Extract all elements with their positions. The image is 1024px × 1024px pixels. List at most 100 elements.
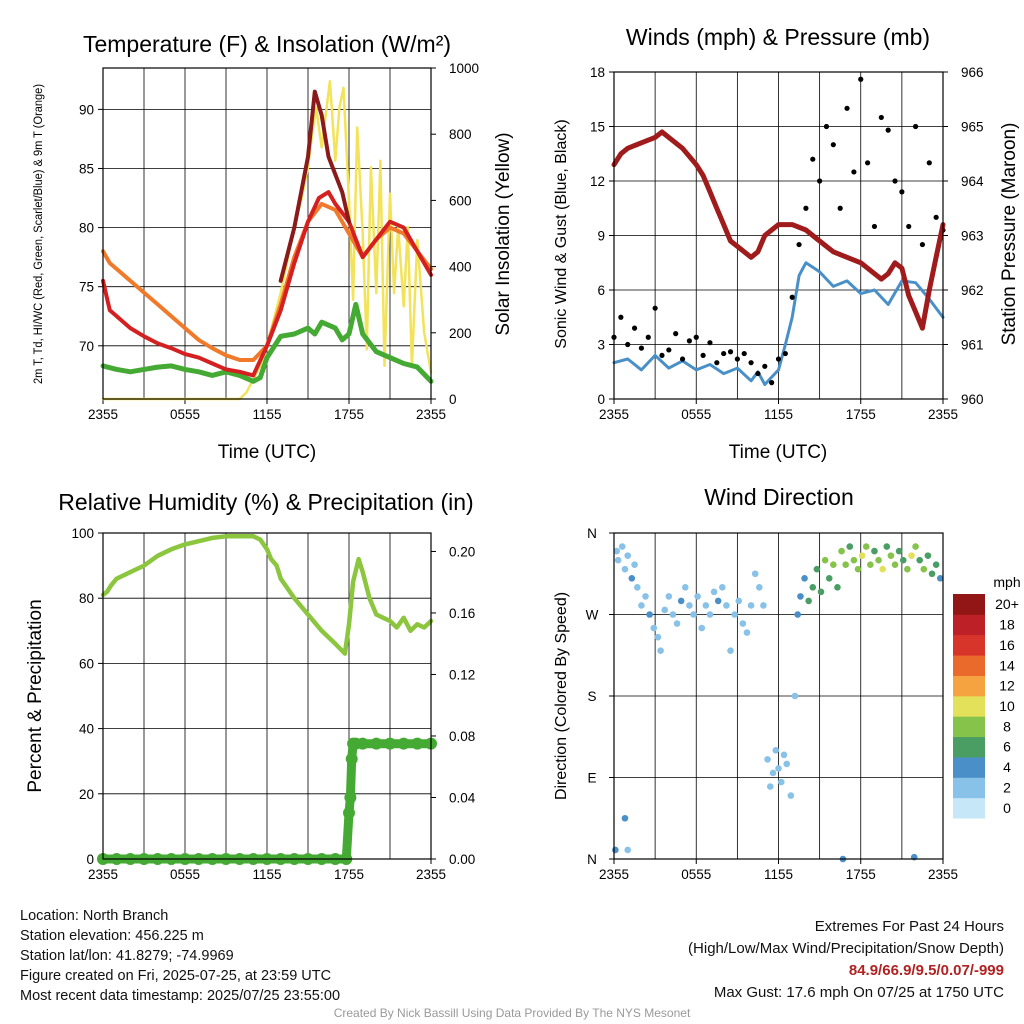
x-tick-label: 2355: [928, 407, 958, 422]
x-tick-label: 1755: [334, 407, 364, 422]
direction-point: [769, 769, 777, 777]
direction-point: [780, 751, 788, 759]
recent-timestamp: Most recent data timestamp: 2025/07/25 2…: [20, 988, 341, 1004]
x-tick-label: 1755: [846, 407, 876, 422]
x-tick-label: 1155: [252, 867, 281, 882]
direction-point: [838, 547, 845, 555]
colorbar-label: 12: [999, 678, 1015, 694]
direction-point: [760, 602, 767, 609]
direction-point: [718, 584, 726, 591]
winds-ticks: 2355 0555 1155 1755 235503691215189609619629…: [590, 65, 984, 422]
direction-point: [756, 584, 763, 591]
x-tick-label: 2355: [928, 867, 958, 882]
y-left-tick-label: 18: [590, 65, 605, 80]
winds-left-ylabel: Sonic Wind & Gust (Blue, Black): [553, 119, 570, 348]
direction-point: [646, 611, 653, 618]
gust-point: [796, 241, 802, 248]
extremes-fields: (High/Low/Max Wind/Precipitation/Snow De…: [688, 940, 1004, 957]
direction-tick-label: N: [587, 526, 597, 541]
y-right-tick-label: 0.12: [449, 667, 475, 682]
direction-point: [883, 543, 891, 550]
direction-point: [614, 556, 622, 564]
colorbar-label: 10: [999, 698, 1015, 714]
direction-point: [871, 547, 878, 555]
direction-point: [739, 620, 747, 627]
x-tick-label: 1155: [764, 867, 793, 882]
y-right-tick-label: 1000: [449, 61, 479, 76]
y-left-tick-label: 90: [79, 102, 94, 117]
direction-point: [706, 611, 714, 618]
y-right-tick-label: 200: [449, 326, 472, 341]
direction-point: [932, 561, 940, 568]
y-left-tick-label: 70: [79, 339, 94, 354]
station-info: Location: North Branch Station elevation…: [20, 906, 340, 1006]
x-tick-label: 0555: [681, 867, 711, 882]
direction-point: [766, 783, 774, 790]
colorbar-swatch: [953, 655, 985, 676]
x-tick-label: 0555: [681, 407, 711, 422]
direction-point: [875, 556, 882, 564]
gust-point: [707, 340, 713, 346]
colorbar-label: 14: [999, 657, 1015, 673]
gust-point: [823, 123, 830, 130]
wind-direction-points: [612, 543, 944, 863]
direction-point: [924, 552, 932, 559]
winds-xlabel: Time (UTC): [729, 442, 828, 463]
colorbar-swatch: [953, 614, 985, 636]
direction-point: [879, 565, 886, 573]
gust-point: [673, 331, 679, 337]
temp-2m-line: [101, 190, 433, 378]
y-right-tick-label: 0: [449, 392, 457, 407]
y-right-tick-label: 966: [961, 65, 984, 80]
gust-point: [817, 178, 823, 184]
colorbar-swatch: [953, 634, 985, 656]
max-gust: Max Gust: 17.6 mph On 07/25 at 1750 UTC: [713, 984, 1004, 1001]
wind-direction-plot-frame: [613, 532, 944, 860]
direction-point: [916, 556, 923, 564]
direction-point: [631, 561, 638, 568]
x-tick-label: 0555: [170, 407, 200, 422]
colorbar-swatch: [953, 716, 985, 738]
extremes-values: 84.9/66.9/9.5/0.07/-999: [848, 962, 1004, 979]
humidity-ticks: 2355 0555 1155 1755 23550204060801000.000.04…: [71, 526, 475, 882]
direction-point: [681, 584, 689, 591]
direction-tick-label: S: [587, 689, 596, 704]
direction-point: [787, 792, 795, 799]
gust-point: [721, 350, 727, 357]
gust-point: [810, 156, 816, 162]
direction-point: [642, 593, 649, 600]
gust-point: [844, 105, 850, 111]
precipitation-point: [384, 737, 396, 750]
y-left-tick-label: 40: [79, 722, 94, 737]
colorbar-swatch: [953, 675, 985, 697]
y-right-tick-label: 965: [961, 120, 984, 135]
direction-point: [842, 561, 849, 568]
direction-point: [862, 543, 870, 550]
y-right-tick-label: 600: [449, 193, 472, 208]
winds-grid: [614, 72, 943, 399]
y-left-tick-label: 80: [79, 591, 94, 606]
y-right-tick-label: 0.16: [449, 606, 475, 621]
humidity-panel-title: Relative Humidity (%) & Precipitation (i…: [58, 489, 473, 515]
y-right-tick-label: 0.08: [449, 729, 475, 744]
gust-point: [631, 325, 638, 331]
direction-point: [846, 543, 854, 550]
gust-point: [693, 334, 699, 340]
gust-point: [755, 370, 761, 377]
direction-point: [650, 624, 658, 632]
direction-point: [673, 620, 681, 627]
colorbar-label: 2: [1003, 779, 1011, 795]
precipitation-point: [345, 753, 358, 766]
direction-point: [624, 552, 632, 559]
heat-index-line: [278, 89, 351, 283]
precipitation-point: [343, 806, 355, 819]
direction-point: [702, 602, 710, 609]
colorbar-swatch: [953, 594, 985, 615]
gust-point: [727, 349, 734, 355]
humidity-left-ylabel: Percent & Precipitation: [25, 599, 46, 792]
direction-point: [777, 778, 785, 786]
colorbar-label: 0: [1003, 800, 1011, 816]
x-tick-label: 2355: [599, 407, 629, 422]
x-tick-label: 1155: [252, 407, 281, 422]
